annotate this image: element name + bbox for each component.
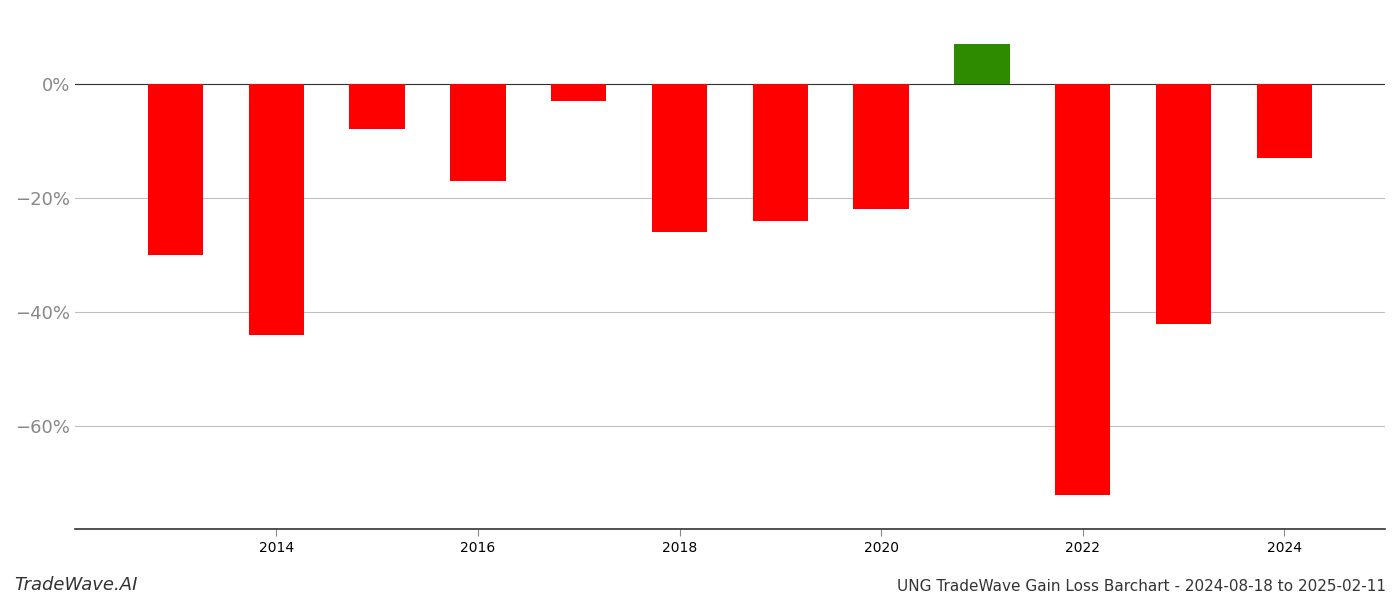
Bar xyxy=(1257,83,1312,158)
Bar xyxy=(753,83,808,221)
Text: UNG TradeWave Gain Loss Barchart - 2024-08-18 to 2025-02-11: UNG TradeWave Gain Loss Barchart - 2024-… xyxy=(897,579,1386,594)
Bar xyxy=(249,83,304,335)
Bar xyxy=(451,83,505,181)
Bar xyxy=(1056,83,1110,495)
Bar xyxy=(854,83,909,209)
Bar xyxy=(350,83,405,129)
Bar xyxy=(652,83,707,232)
Bar xyxy=(148,83,203,255)
Text: TradeWave.AI: TradeWave.AI xyxy=(14,576,137,594)
Bar xyxy=(1156,83,1211,323)
Bar xyxy=(552,83,606,101)
Bar xyxy=(955,44,1009,83)
